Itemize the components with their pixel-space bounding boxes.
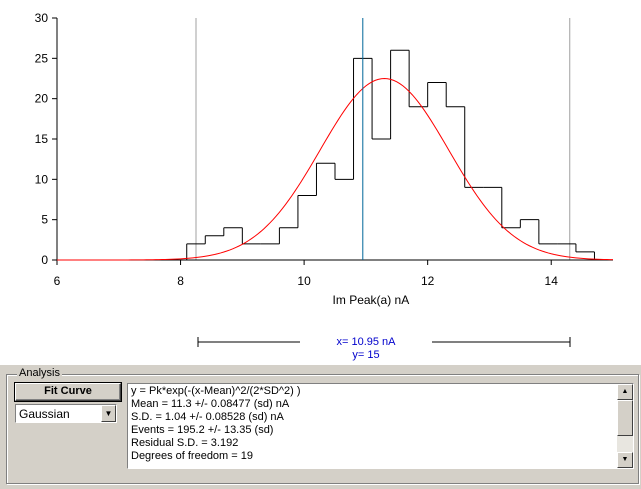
y-tick-label: 5 xyxy=(41,213,48,227)
x-tick-label: 10 xyxy=(297,274,311,288)
x-tick-label: 6 xyxy=(54,274,61,288)
scrollbar-thumb[interactable] xyxy=(617,400,633,436)
y-tick-label: 30 xyxy=(35,11,49,25)
analysis-group-label: Analysis xyxy=(17,367,62,379)
y-tick-label: 25 xyxy=(35,51,49,65)
dropdown-arrow-icon[interactable]: ▼ xyxy=(101,405,116,422)
fit-results-lines: y = Pk*exp(-(x-Mean)^2/(2*SD^2) ) Mean =… xyxy=(131,385,611,463)
scroll-down-arrow-icon[interactable]: ▼ xyxy=(617,452,633,468)
y-tick-label: 0 xyxy=(41,253,48,267)
y-tick-label: 20 xyxy=(35,92,49,106)
x-tick-label: 14 xyxy=(545,274,559,288)
fit-curve-button[interactable]: Fit Curve xyxy=(15,383,121,401)
y-tick-label: 10 xyxy=(35,172,49,186)
cursor-y-readout: y= 15 xyxy=(352,349,380,361)
fit-degrees-of-freedom: Degrees of freedom = 19 xyxy=(131,450,253,462)
fit-results-textbox[interactable]: y = Pk*exp(-(x-Mean)^2/(2*SD^2) ) Mean =… xyxy=(127,383,634,469)
x-tick-label: 8 xyxy=(177,274,184,288)
results-scrollbar[interactable]: ▲ ▼ xyxy=(617,384,633,468)
fit-sd: S.D. = 1.04 +/- 0.08528 (sd) nA xyxy=(131,411,284,423)
fit-model-selected: Gaussian xyxy=(19,407,70,421)
histogram-chart: 0 5 10 15 20 25 30 6 8 10 12 14 Im Peak(a) nA xyxy=(35,11,614,307)
gaussian-fit-curve xyxy=(57,77,614,261)
x-axis-label: Im Peak(a) nA xyxy=(333,293,410,307)
fit-model-dropdown[interactable]: Gaussian ▼ xyxy=(15,404,117,423)
x-tick-label: 12 xyxy=(421,274,435,288)
fit-mean: Mean = 11.3 +/- 0.08477 (sd) nA xyxy=(131,398,290,410)
cursor-x-readout: x= 10.95 nA xyxy=(300,336,432,348)
fit-equation: y = Pk*exp(-(x-Mean)^2/(2*SD^2) ) xyxy=(131,385,301,397)
y-tick-label: 15 xyxy=(35,132,49,146)
fit-residual-sd: Residual S.D. = 3.192 xyxy=(131,437,239,449)
range-readout: x= 10.95 nA y= 15 xyxy=(0,333,641,365)
histogram-panel: 0 5 10 15 20 25 30 6 8 10 12 14 Im Peak(a) nA xyxy=(0,0,641,333)
analysis-group: Analysis Fit Curve Gaussian ▼ y = Pk*exp… xyxy=(6,367,639,484)
fit-events: Events = 195.2 +/- 13.35 (sd) xyxy=(131,424,274,436)
scroll-up-arrow-icon[interactable]: ▲ xyxy=(617,384,633,400)
